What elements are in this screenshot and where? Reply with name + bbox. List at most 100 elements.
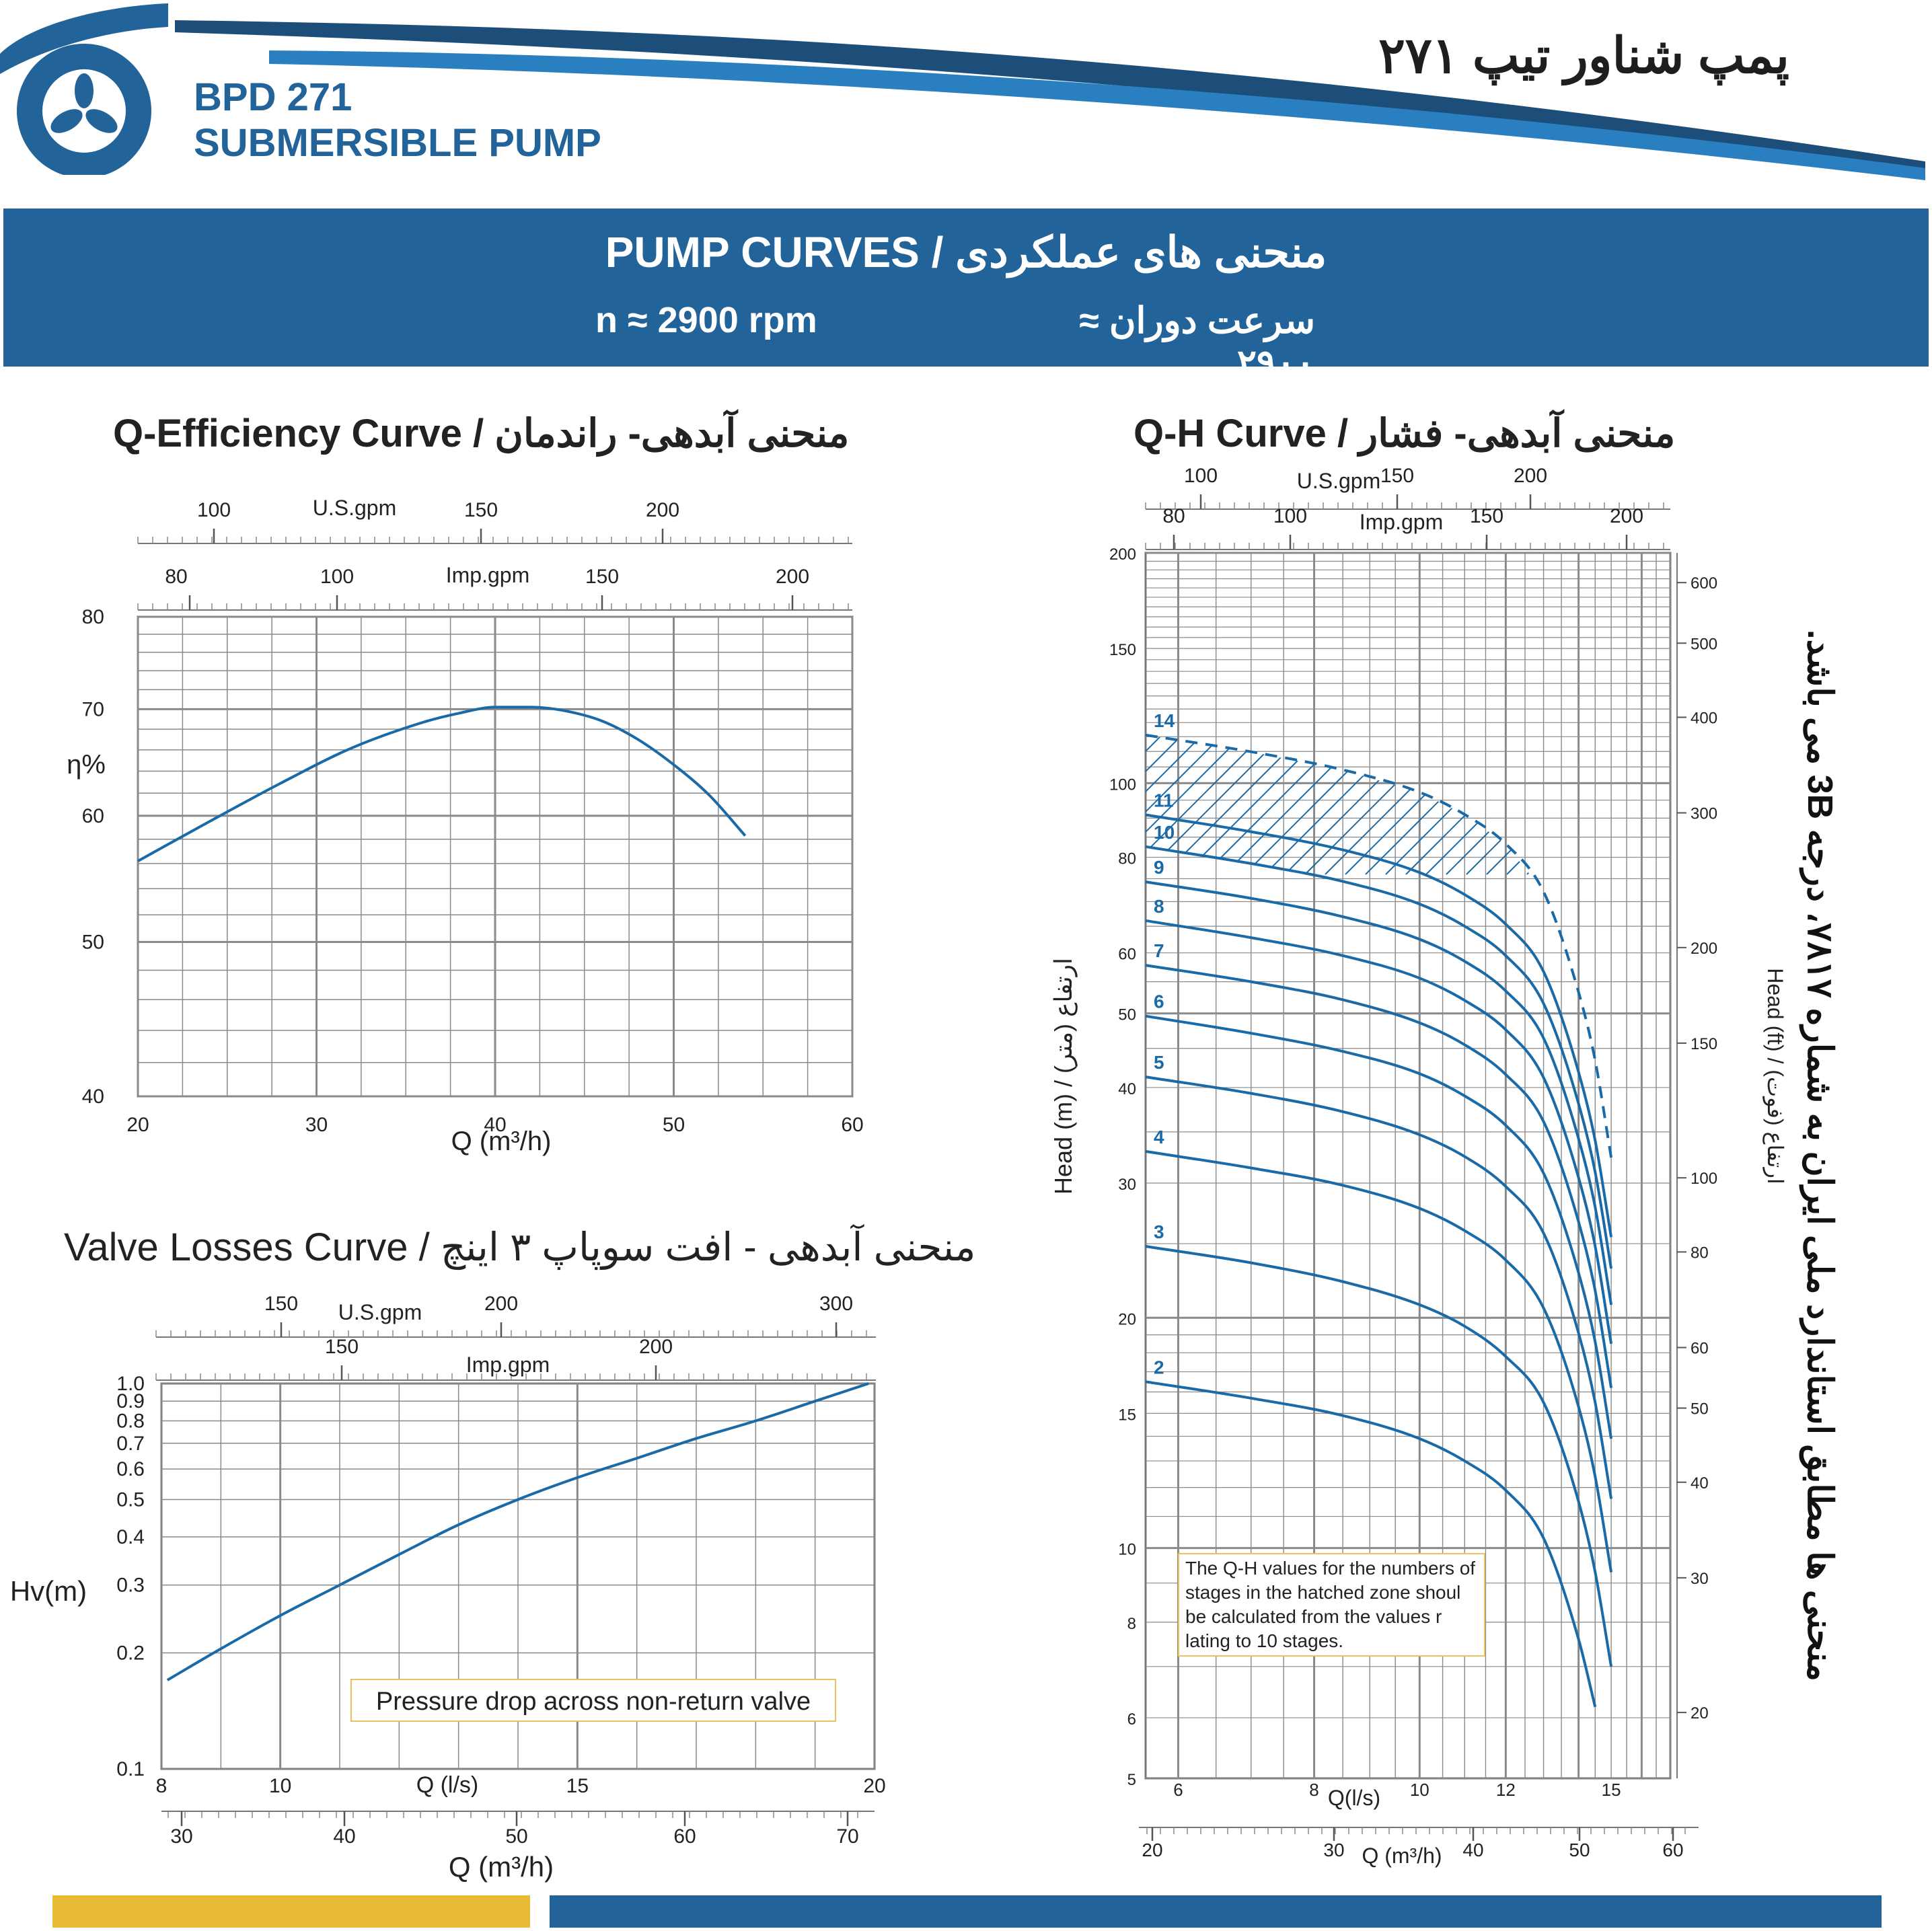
qh-y-tick-m: 20 bbox=[1118, 1310, 1136, 1328]
efficiency-y-tick: 60 bbox=[82, 805, 104, 827]
qh-y-tick-ft: 300 bbox=[1690, 805, 1717, 823]
qh-stage-label: 2 bbox=[1154, 1357, 1164, 1377]
efficiency-impgpm-tick-label: 100 bbox=[320, 566, 354, 588]
qh-note-box bbox=[1178, 1553, 1485, 1657]
valve-x-tick-ls: 10 bbox=[269, 1775, 291, 1797]
valve-annotation-box bbox=[350, 1679, 836, 1722]
company-logo bbox=[0, 3, 168, 175]
valve-usgpm-tick-label: 200 bbox=[484, 1293, 518, 1315]
banner-title: PUMP CURVES / منحنی های عملکردی bbox=[605, 228, 1327, 276]
efficiency-impgpm-tick-label: 150 bbox=[585, 566, 619, 588]
qh-curve-stage-11 bbox=[1145, 813, 1613, 1238]
header-swoosh bbox=[175, 20, 1925, 180]
valve-y-tick: 1.0 bbox=[116, 1373, 145, 1395]
qh-usgpm-tick-label: 150 bbox=[1380, 465, 1414, 487]
qh-hatch-line bbox=[1264, 734, 1612, 875]
qh-hatch-line bbox=[1304, 734, 1612, 875]
qh-y-tick-ft: 80 bbox=[1690, 1244, 1709, 1262]
efficiency-usgpm-label: U.S.gpm bbox=[313, 496, 396, 520]
qh-y-tick-m: 150 bbox=[1109, 641, 1136, 659]
speed-en: n ≈ 2900 rpm bbox=[595, 300, 817, 340]
qh-stage-label: 10 bbox=[1154, 822, 1175, 843]
efficiency-x-tick: 60 bbox=[841, 1114, 863, 1136]
qh-y-tick-ft: 200 bbox=[1690, 940, 1717, 958]
qh-x-tick-ls: 10 bbox=[1410, 1780, 1429, 1800]
efficiency-y-label: η% bbox=[67, 750, 106, 780]
qh-stage-label: 14 bbox=[1154, 710, 1175, 731]
qh-y-tick-ft: 150 bbox=[1690, 1035, 1717, 1053]
valve-x-tick-m3h: 60 bbox=[673, 1825, 696, 1848]
valve-x-label-ls: Q (l/s) bbox=[416, 1772, 479, 1798]
valve-y-tick: 0.3 bbox=[116, 1575, 145, 1597]
qh-stage-label: 7 bbox=[1154, 940, 1164, 961]
valve-x-tick-m3h: 30 bbox=[170, 1825, 192, 1848]
qh-y-tick-m: 6 bbox=[1127, 1710, 1136, 1729]
qh-hatch-line bbox=[1345, 734, 1612, 875]
valve-x-tick-m3h: 40 bbox=[333, 1825, 355, 1848]
qh-curve-stage-8 bbox=[1145, 919, 1613, 1345]
valve-y-tick: 0.4 bbox=[116, 1526, 145, 1548]
qh-y-label-left: Head (m) / ارتفاع (متر) bbox=[1049, 958, 1078, 1195]
qh-x-tick-ls: 15 bbox=[1602, 1780, 1621, 1800]
valve-x-tick-ls: 8 bbox=[156, 1775, 168, 1797]
qh-y-tick-ft: 500 bbox=[1690, 635, 1717, 653]
valve-title: Valve Losses Curve / منحنی آبدهی - افت س… bbox=[64, 1225, 976, 1269]
valve-y-tick: 0.1 bbox=[116, 1758, 145, 1780]
qh-note-line: stages in the hatched zone shoul bbox=[1185, 1582, 1460, 1603]
efficiency-y-tick: 40 bbox=[82, 1086, 104, 1108]
qh-impgpm-tick-label: 80 bbox=[1162, 505, 1185, 527]
valve-x-tick-ls: 15 bbox=[566, 1775, 589, 1797]
qh-hatch-line bbox=[1146, 734, 1508, 875]
qh-x-tick-m3h: 50 bbox=[1569, 1840, 1590, 1860]
qh-y-tick-m: 10 bbox=[1118, 1541, 1136, 1559]
qh-hatch-line bbox=[1146, 734, 1548, 875]
valve-usgpm-tick-label: 150 bbox=[264, 1293, 298, 1315]
valve-y-tick: 0.6 bbox=[116, 1458, 145, 1480]
qh-y-tick-m: 80 bbox=[1118, 850, 1136, 868]
speed-fa: سرعت دوران ≈ ۲۹۰۰ bbox=[1079, 301, 1315, 383]
qh-x-tick-ls: 6 bbox=[1173, 1780, 1183, 1800]
qh-y-tick-m: 15 bbox=[1118, 1406, 1136, 1424]
efficiency-usgpm-tick-label: 200 bbox=[646, 499, 679, 521]
valve-usgpm-tick-label: 300 bbox=[819, 1293, 853, 1315]
qh-usgpm-tick-label: 200 bbox=[1514, 465, 1547, 487]
qh-stage-label: 6 bbox=[1154, 991, 1164, 1012]
qh-hatch-line bbox=[1146, 734, 1528, 875]
valve-usgpm-label: U.S.gpm bbox=[338, 1300, 422, 1324]
qh-y-tick-m: 60 bbox=[1118, 946, 1136, 964]
qh-hatch-line bbox=[1628, 471, 1932, 874]
qh-y-tick-ft: 400 bbox=[1690, 709, 1717, 727]
qh-hatch-line bbox=[1203, 734, 1608, 875]
valve-impgpm-tick-label: 150 bbox=[325, 1336, 359, 1358]
efficiency-x-tick: 20 bbox=[126, 1114, 149, 1136]
qh-curve-stage-7 bbox=[1145, 964, 1613, 1388]
qh-y-tick-ft: 600 bbox=[1690, 574, 1717, 593]
valve-x-label-m3h: Q (m³/h) bbox=[449, 1851, 554, 1883]
footer-bar-blue bbox=[550, 1895, 1882, 1928]
qh-x-label-m3h: Q (m³/h) bbox=[1362, 1844, 1442, 1868]
qh-stage-label: 9 bbox=[1154, 857, 1164, 878]
qh-y-tick-ft: 20 bbox=[1690, 1704, 1709, 1722]
efficiency-impgpm-tick-label: 200 bbox=[776, 566, 809, 588]
qh-y-tick-ft: 40 bbox=[1690, 1474, 1709, 1492]
qh-x-label-ls: Q(l/s) bbox=[1328, 1786, 1380, 1810]
qh-x-tick-ls: 8 bbox=[1309, 1780, 1318, 1800]
valve-curve bbox=[166, 1382, 869, 1681]
brand-line-2: SUBMERSIBLE PUMP bbox=[194, 121, 601, 165]
qh-title: Q-H Curve / منحنی آبدهی- فشار bbox=[1134, 412, 1676, 455]
efficiency-y-tick: 70 bbox=[82, 698, 104, 720]
efficiency-x-tick: 50 bbox=[663, 1114, 685, 1136]
qh-stage-label: 3 bbox=[1154, 1221, 1164, 1242]
title-banner bbox=[3, 209, 1929, 367]
qh-y-label-right: Head (ft) / ارتفاع (فوت) bbox=[1762, 968, 1787, 1184]
qh-y-tick-m: 200 bbox=[1109, 545, 1136, 564]
qh-y-tick-ft: 100 bbox=[1690, 1170, 1717, 1188]
valve-y-tick: 0.5 bbox=[116, 1488, 145, 1511]
efficiency-title: Q-Efficiency Curve / منحنی آبدهی- راندما… bbox=[113, 412, 850, 455]
qh-usgpm-label: U.S.gpm bbox=[1297, 469, 1380, 493]
valve-y-tick: 0.9 bbox=[116, 1390, 145, 1412]
qh-x-tick-ls: 12 bbox=[1496, 1780, 1516, 1800]
qh-y-tick-m: 5 bbox=[1127, 1771, 1136, 1789]
qh-hatch-line bbox=[1183, 734, 1588, 875]
